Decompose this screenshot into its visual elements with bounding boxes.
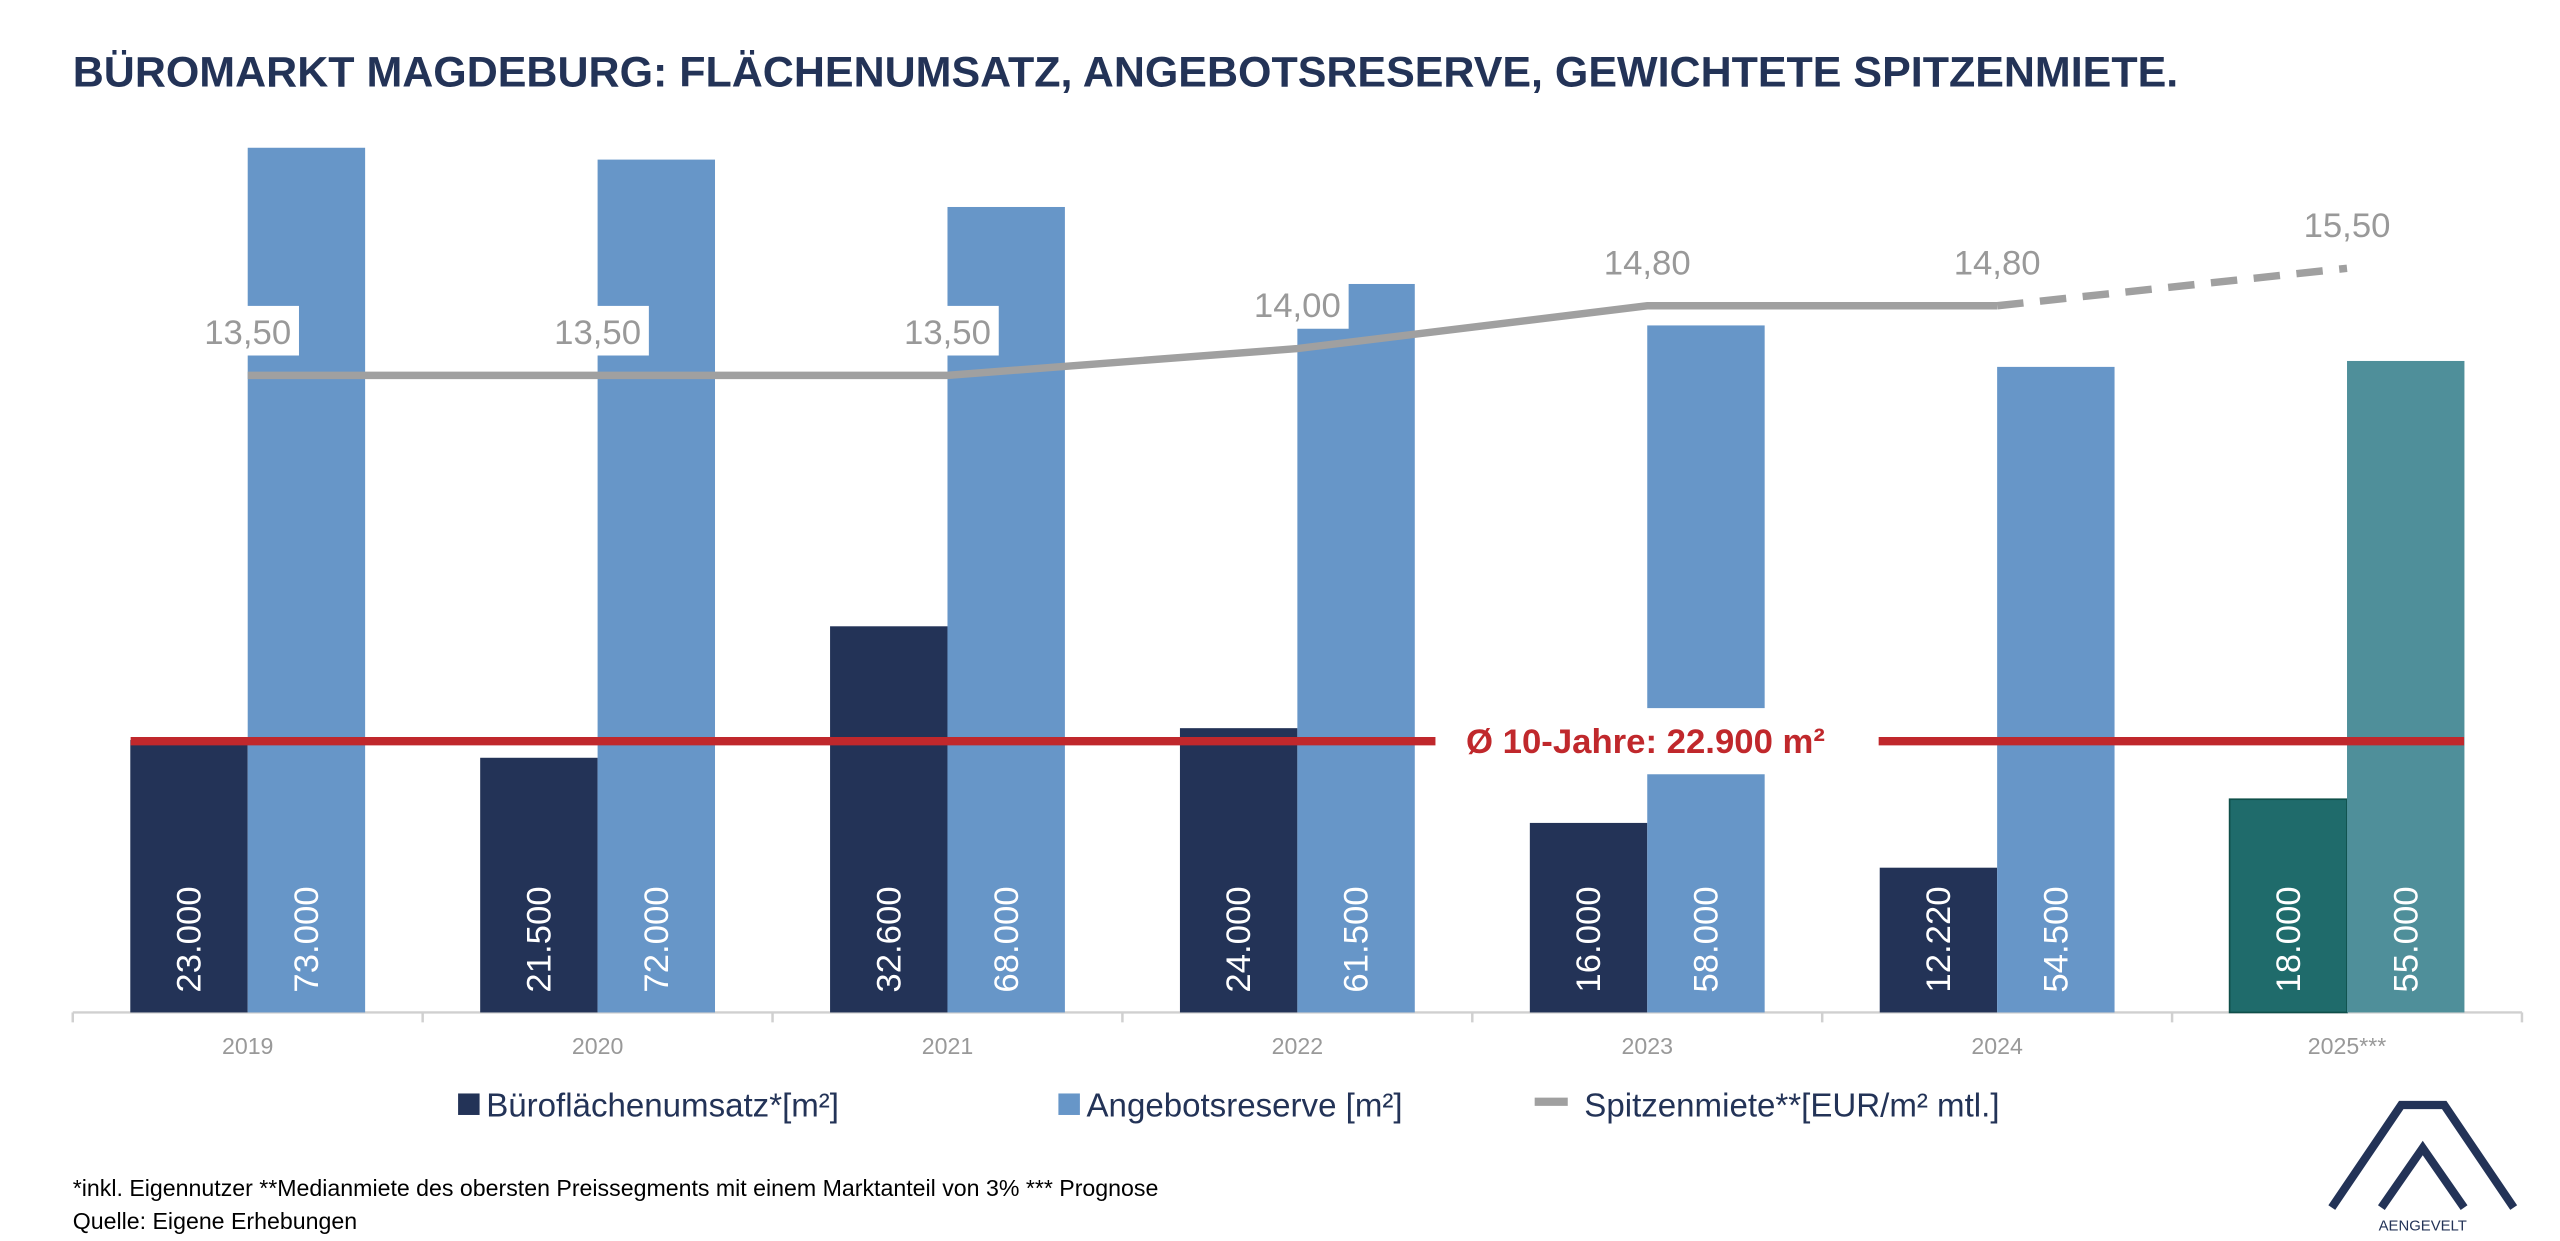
line-value-label: 13,50: [204, 314, 291, 352]
bar-value-label: 12.220: [1920, 886, 1958, 992]
logo-mark: [2328, 1100, 2518, 1210]
bar-value-label: 55.000: [2387, 886, 2425, 992]
line-label-bg: [1945, 236, 2049, 286]
x-tick-label: 2022: [1272, 1033, 1323, 1059]
average-label: Ø 10-Jahre: 22.900 m²: [1466, 723, 1825, 761]
bar-value-label: 73.000: [288, 886, 326, 992]
source: Quelle: Eigene Erhebungen: [73, 1208, 357, 1234]
line-label-bg: [2295, 198, 2399, 249]
bar-value-label: 68.000: [988, 886, 1026, 992]
bar: [130, 740, 248, 1013]
x-tick-label: 2019: [222, 1033, 273, 1059]
footnote: *inkl. Eigennutzer **Medianmiete des obe…: [73, 1175, 1159, 1201]
line-label-bg: [196, 305, 299, 356]
bar-value-label: 24.000: [1220, 886, 1258, 992]
x-tick-label: 2020: [572, 1033, 623, 1059]
bar-value-label: 72.000: [638, 886, 676, 992]
chart-title: BÜROMARKT MAGDEBURG: FLÄCHENUMSATZ, ANGE…: [73, 48, 2178, 96]
legend-label: Spitzenmiete**[EUR/m² mtl.]: [1584, 1088, 1999, 1125]
bar-value-label: 18.000: [2270, 886, 2308, 992]
bar: [597, 159, 716, 1013]
line-value-label: 15,50: [2304, 207, 2391, 245]
bar: [2347, 360, 2465, 1013]
line-value-label: 14,80: [1954, 244, 2041, 282]
bar-value-label: 54.500: [2037, 886, 2075, 992]
bar-value-label: 16.000: [1570, 886, 1608, 992]
bar: [830, 626, 948, 1013]
bar-value-label: 23.000: [171, 886, 209, 992]
line-label-bg: [1595, 236, 1699, 286]
x-tick-label: 2025***: [2308, 1033, 2387, 1059]
x-tick-label: 2023: [1622, 1033, 1673, 1059]
line: [247, 302, 1998, 380]
line: [1996, 264, 2348, 310]
bar: [247, 147, 366, 1013]
bar-value-label: 61.500: [1338, 886, 1376, 992]
line-value-label: 13,50: [554, 314, 641, 352]
line-value-label: 14,80: [1604, 244, 1691, 282]
bar: [1647, 325, 1765, 1013]
line-value-label: 14,00: [1254, 287, 1341, 325]
bar: [480, 757, 598, 1013]
line-label-bg: [1246, 279, 1349, 329]
line-value-label: 13,50: [904, 314, 991, 352]
logo: AENGEVELT: [2328, 1100, 2518, 1235]
line-label-bg: [896, 305, 999, 356]
bar: [1297, 283, 1415, 1013]
line-label-bg: [546, 305, 649, 356]
legend-label: Angebotsreserve [m²]: [1087, 1088, 1403, 1125]
logo-text: AENGEVELT: [2379, 1219, 2467, 1235]
x-tick-label: 2024: [1971, 1033, 2023, 1059]
bar: [1529, 822, 1648, 1013]
legend-swatch: [458, 1093, 480, 1115]
bar-value-label: 58.000: [1688, 886, 1726, 992]
bar: [1879, 867, 1998, 1013]
bar-value-label: 21.500: [520, 886, 558, 992]
bar-value-label: 32.600: [870, 886, 908, 992]
x-tick-label: 2021: [922, 1033, 973, 1059]
average-label-bg: [1435, 708, 1879, 775]
legend-swatch: [1058, 1093, 1080, 1115]
bar: [2228, 798, 2348, 1014]
bar: [1997, 366, 2115, 1013]
bar: [1179, 728, 1298, 1013]
legend-label: Büroflächenumsatz*[m²]: [486, 1088, 839, 1125]
